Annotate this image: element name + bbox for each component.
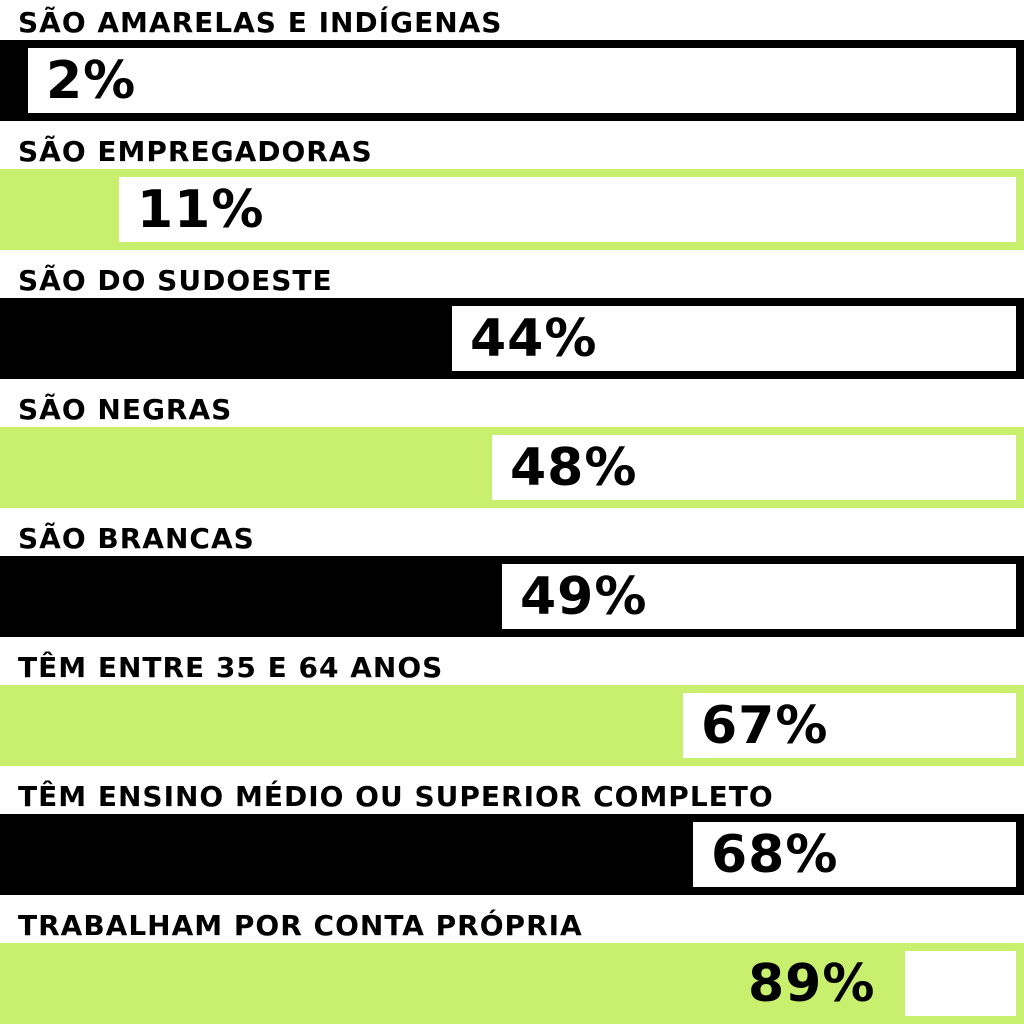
bar-track: 44% <box>0 298 1024 379</box>
bar-category-label: TRABALHAM POR CONTA PRÓPRIA <box>18 909 583 942</box>
bar-track: 48% <box>0 427 1024 508</box>
bar-track: 89% <box>0 943 1024 1024</box>
bar <box>8 564 502 629</box>
bar <box>8 435 492 500</box>
bar-category-label: SÃO AMARELAS E INDÍGENAS <box>18 6 503 39</box>
bar-value-label: 68% <box>711 824 839 885</box>
bar-value-label: 44% <box>470 308 598 369</box>
bar-value-label: 67% <box>701 695 829 756</box>
bar <box>8 48 28 113</box>
bar-value-label: 89% <box>748 953 876 1014</box>
bar-value-label: 11% <box>137 179 265 240</box>
bar-category-label: SÃO DO SUDOESTE <box>18 264 333 297</box>
bar <box>8 951 905 1016</box>
bar-track: 49% <box>0 556 1024 637</box>
bar-category-label: TÊM ENSINO MÉDIO OU SUPERIOR COMPLETO <box>18 780 774 813</box>
bar <box>8 693 683 758</box>
bar-track: 67% <box>0 685 1024 766</box>
bar-track: 68% <box>0 814 1024 895</box>
bar <box>8 822 693 887</box>
bar <box>8 306 452 371</box>
bar-value-label: 2% <box>46 50 137 111</box>
bar-track: 11% <box>0 169 1024 250</box>
bar-track: 2% <box>0 40 1024 121</box>
bar-value-label: 48% <box>510 437 638 498</box>
bar-category-label: SÃO NEGRAS <box>18 393 233 426</box>
bar-category-label: SÃO BRANCAS <box>18 522 255 555</box>
bar-category-label: SÃO EMPREGADORAS <box>18 135 373 168</box>
bar-value-label: 49% <box>520 566 648 627</box>
bar <box>8 177 119 242</box>
bar-category-label: TÊM ENTRE 35 E 64 ANOS <box>18 651 444 684</box>
